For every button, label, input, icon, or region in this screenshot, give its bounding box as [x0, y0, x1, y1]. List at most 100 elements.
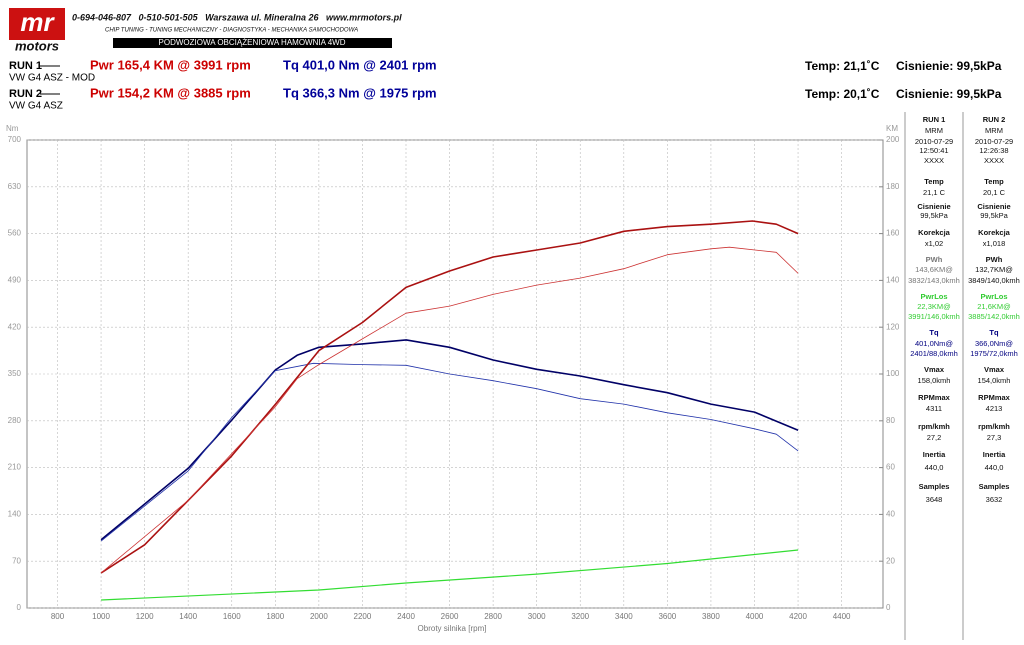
- panel-text: x1,018: [983, 239, 1006, 248]
- y-tick-label: 140: [8, 510, 22, 519]
- panel-text: 21,6KM@: [977, 302, 1010, 311]
- panel-text: PWh: [926, 255, 943, 264]
- y2-axis-label: KM: [886, 124, 898, 133]
- panel-text: RPMmax: [918, 393, 951, 402]
- temperature: Temp: 21,1˚C: [805, 59, 880, 73]
- panel-text: XXXX: [984, 156, 1004, 165]
- torque-peak: Tq 366,3 Nm @ 1975 rpm: [283, 85, 437, 100]
- run-label: RUN 1: [9, 60, 42, 72]
- x-axis-label: Obroty silnika [rpm]: [418, 624, 487, 633]
- pressure: Cisnienie: 99,5kPa: [896, 59, 1002, 73]
- panel-text: 2401/88,0kmh: [910, 349, 958, 358]
- car-label: VW G4 ASZ - MOD: [9, 73, 95, 84]
- panel-text: Inertia: [923, 450, 946, 459]
- panel-text: 12:26:38: [979, 146, 1008, 155]
- panel-text: 1975/72,0kmh: [970, 349, 1018, 358]
- panel-text: 3632: [986, 495, 1003, 504]
- panel-text: XXXX: [924, 156, 944, 165]
- panel-text: RUN 2: [983, 115, 1006, 124]
- panel-text: 99,5kPa: [980, 211, 1008, 220]
- x-tick-label: 3600: [658, 612, 676, 621]
- panel-text: 4311: [926, 404, 942, 413]
- banner: PODWOZIOWA OBCIĄŻENIOWA HAMOWNIA 4WD: [159, 38, 346, 47]
- panel-text: RPMmax: [978, 393, 1011, 402]
- logo-top: mr: [20, 7, 55, 37]
- panel-text: Tq: [989, 328, 999, 337]
- panel-text: Inertia: [983, 450, 1006, 459]
- panel-text: Cisnienie: [917, 202, 950, 211]
- y2-tick-label: 20: [886, 556, 895, 565]
- panel-text: 22,3KM@: [917, 302, 950, 311]
- y-tick-label: 350: [8, 369, 22, 378]
- panel-text: 3991/146,0kmh: [908, 312, 960, 321]
- panel-text: PWh: [986, 255, 1003, 264]
- y2-tick-label: 80: [886, 416, 895, 425]
- y-tick-label: 420: [8, 322, 22, 331]
- x-tick-label: 2200: [354, 612, 372, 621]
- panel-text: Vmax: [984, 365, 1005, 374]
- x-tick-label: 4000: [746, 612, 764, 621]
- panel-text: MRM: [985, 126, 1003, 135]
- panel-text: Korekcja: [918, 228, 951, 237]
- logo-bottom: motors: [15, 38, 59, 53]
- curve: [100, 220, 799, 574]
- x-tick-label: 2400: [397, 612, 415, 621]
- x-tick-label: 3200: [571, 612, 589, 621]
- panel-text: MRM: [925, 126, 943, 135]
- panel-text: Samples: [979, 482, 1010, 491]
- panel-text: 366,0Nm@: [975, 339, 1013, 348]
- y2-tick-label: 40: [886, 510, 895, 519]
- panel-text: 2010-07-29: [915, 137, 953, 146]
- panel-text: 27,3: [987, 433, 1002, 442]
- y-axis-label: Nm: [6, 124, 19, 133]
- panel-text: 401,0Nm@: [915, 339, 953, 348]
- panel-text: Samples: [919, 482, 950, 491]
- torque-peak: Tq 401,0 Nm @ 2401 rpm: [283, 57, 437, 72]
- panel-text: 132,7KM@: [975, 265, 1013, 274]
- logo-box: [9, 8, 65, 40]
- curve: [100, 362, 799, 542]
- panel-text: Temp: [924, 177, 944, 186]
- y-tick-label: 0: [17, 603, 22, 612]
- panel-text: 21,1 C: [923, 188, 946, 197]
- panel-text: 143,6KM@: [915, 265, 953, 274]
- y-tick-label: 210: [8, 463, 22, 472]
- power-peak: Pwr 154,2 KM @ 3885 rpm: [90, 85, 251, 100]
- panel-text: 20,1 C: [983, 188, 1006, 197]
- y-tick-label: 490: [8, 276, 22, 285]
- curve: [100, 246, 799, 574]
- panel-text: 99,5kPa: [920, 211, 948, 220]
- y2-tick-label: 160: [886, 229, 900, 238]
- banner-bar: [113, 38, 392, 48]
- x-tick-label: 4400: [833, 612, 851, 621]
- curve: [101, 549, 799, 601]
- panel-text: 158,0kmh: [918, 376, 951, 385]
- x-tick-label: 2800: [484, 612, 502, 621]
- panel-text: Temp: [984, 177, 1004, 186]
- panel-text: Tq: [929, 328, 939, 337]
- y2-tick-label: 0: [886, 603, 891, 612]
- panel-text: rpm/kmh: [918, 422, 950, 431]
- panel-text: Korekcja: [978, 228, 1011, 237]
- x-tick-label: 1600: [223, 612, 241, 621]
- panel-text: Vmax: [924, 365, 945, 374]
- panel-text: 3832/143,0kmh: [908, 276, 960, 285]
- panel-text: 3885/142,0kmh: [968, 312, 1020, 321]
- pressure: Cisnienie: 99,5kPa: [896, 87, 1002, 101]
- panel-text: Cisnienie: [977, 202, 1010, 211]
- panel-text: x1,02: [925, 239, 943, 248]
- x-tick-label: 2600: [441, 612, 459, 621]
- x-tick-label: 2000: [310, 612, 328, 621]
- panel-text: 440,0: [925, 463, 944, 472]
- panel-text: PwrLos: [980, 292, 1007, 301]
- x-tick-label: 3000: [528, 612, 546, 621]
- panel-text: RUN 1: [923, 115, 946, 124]
- panel-text: 3849/140,0kmh: [968, 276, 1020, 285]
- x-tick-label: 1400: [179, 612, 197, 621]
- services: CHIP TUNING - TUNING MECHANICZNY - DIAGN…: [105, 28, 358, 34]
- y2-tick-label: 140: [886, 276, 900, 285]
- y-tick-label: 700: [8, 135, 22, 144]
- x-tick-label: 1800: [266, 612, 284, 621]
- x-tick-label: 800: [51, 612, 65, 621]
